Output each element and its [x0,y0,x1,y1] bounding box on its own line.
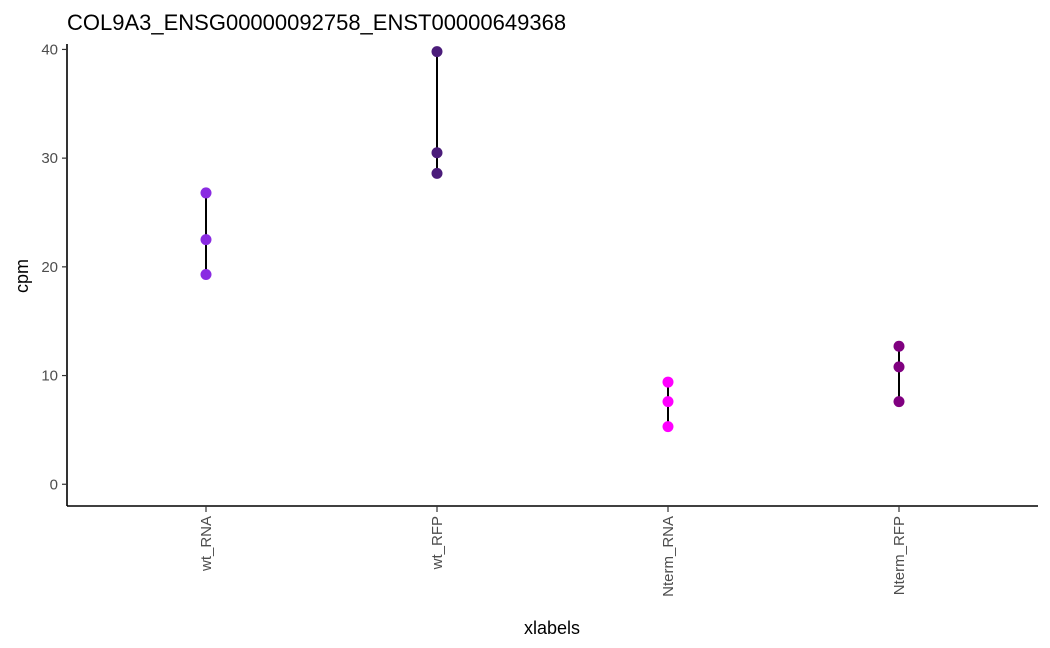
data-point [200,187,212,199]
data-point [893,396,905,408]
y-tick-label: 0 [50,476,58,493]
y-tick-label: 20 [41,259,58,276]
data-point [431,167,443,179]
x-tick-label: Nterm_RFP [891,516,908,595]
x-axis-title: xlabels [524,618,580,638]
data-point [200,234,212,246]
data-point [893,361,905,373]
data-point [893,340,905,352]
x-tick-label: wt_RFP [429,516,446,570]
chart-title: COL9A3_ENSG00000092758_ENST00000649368 [67,10,566,35]
y-axis: 0 10 20 30 40 [41,41,68,506]
y-tick-label: 10 [41,368,58,385]
y-tick-label: 30 [41,150,58,167]
data-point [662,396,674,408]
y-tick-label: 40 [41,41,58,58]
data-point [431,46,443,58]
data-point [662,376,674,388]
data-point [200,268,212,280]
x-tick-label: Nterm_RNA [660,516,677,597]
data-point [662,421,674,433]
y-axis-title: cpm [12,259,32,293]
x-tick-label: wt_RNA [198,516,215,572]
data-point [431,147,443,159]
x-axis: wt_RNA wt_RFP Nterm_RNA Nterm_RFP [67,505,1038,597]
data-marks [200,46,905,433]
